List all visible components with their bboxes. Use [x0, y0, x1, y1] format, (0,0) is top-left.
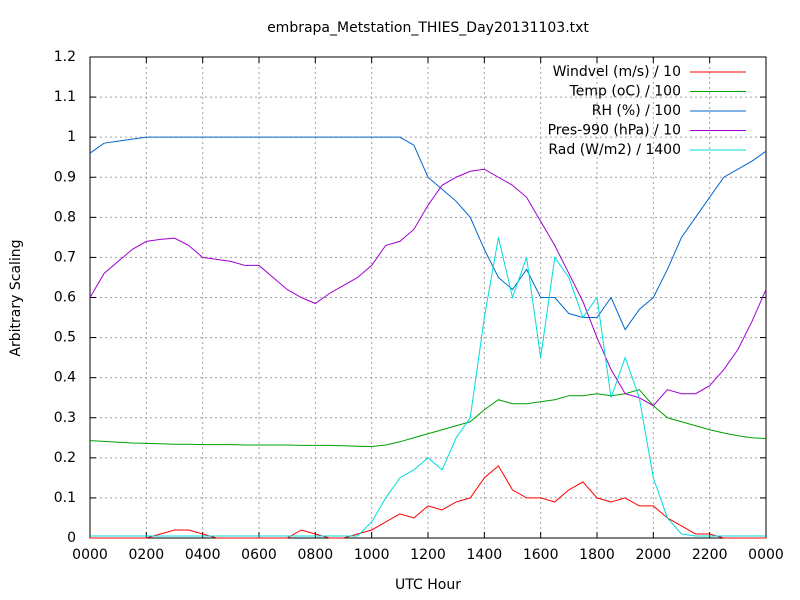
y-tick-label: 1.2 — [54, 49, 76, 65]
y-tick-label: 0.6 — [54, 290, 76, 306]
x-tick-label: 1200 — [410, 547, 446, 563]
y-tick-label: 0.9 — [54, 169, 76, 185]
x-axis-label: UTC Hour — [395, 577, 461, 593]
series-line — [90, 465, 766, 539]
y-axis-label: Arbitrary Scaling — [8, 239, 24, 356]
y-tick-label: 0.1 — [54, 490, 76, 506]
x-tick-label: 1800 — [579, 547, 615, 563]
y-tick-label: 1.1 — [54, 89, 76, 105]
legend-label: Temp (oC) / 100 — [569, 84, 681, 100]
x-tick-label: 1600 — [523, 547, 559, 563]
legend-label: Pres-990 (hPa) / 10 — [548, 123, 681, 139]
chart-title: embrapa_Metstation_THIES_Day20131103.txt — [267, 20, 589, 36]
y-tick-label: 0.5 — [54, 330, 76, 346]
x-tick-label: 0200 — [129, 547, 165, 563]
y-tick-label: 0.7 — [54, 249, 76, 265]
series-line — [90, 237, 766, 537]
x-tick-label: 0000 — [72, 547, 108, 563]
legend-label: Windvel (m/s) / 10 — [553, 64, 681, 80]
y-tick-label: 0.8 — [54, 209, 76, 225]
x-tick-label: 2000 — [636, 547, 672, 563]
legend-label: RH (%) / 100 — [592, 103, 681, 119]
x-tick-label: 0600 — [241, 547, 277, 563]
x-tick-label: 1400 — [467, 547, 503, 563]
x-tick-label: 2200 — [692, 547, 728, 563]
y-tick-label: 0.2 — [54, 450, 76, 466]
legend-label: Rad (W/m2) / 1400 — [548, 142, 681, 158]
y-tick-label: 0 — [67, 530, 76, 546]
x-tick-label: 0400 — [185, 547, 221, 563]
x-tick-label: 0800 — [298, 547, 334, 563]
series-line — [89, 136, 767, 331]
series-line — [89, 168, 767, 407]
x-tick-label: 1000 — [354, 547, 390, 563]
y-tick-label: 0.3 — [54, 410, 76, 426]
y-tick-label: 1 — [67, 129, 76, 145]
y-tick-label: 0.4 — [54, 370, 76, 386]
x-tick-label: 0000 — [748, 547, 784, 563]
